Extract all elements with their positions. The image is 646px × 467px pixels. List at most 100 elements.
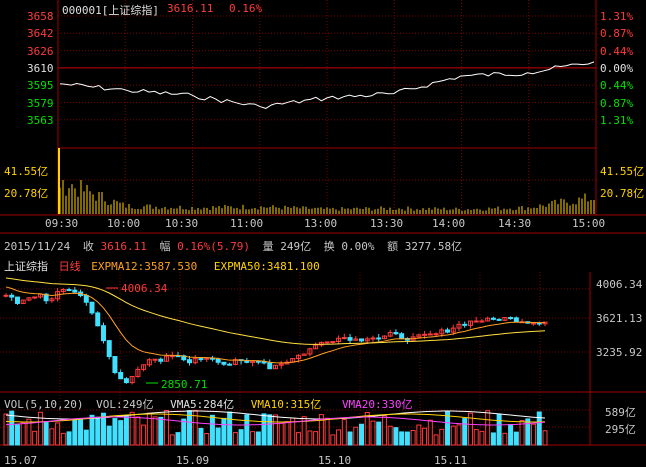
candle-body (376, 337, 382, 340)
volume-bar (20, 421, 26, 446)
candle-body (399, 333, 405, 340)
candle-body (141, 364, 147, 370)
candle-body (273, 364, 278, 370)
volume-bar (209, 414, 215, 446)
volume-bar (381, 415, 387, 446)
vol-current: VOL:249亿 (96, 398, 154, 411)
volume-bar (536, 411, 542, 446)
volume-bar (353, 426, 359, 446)
candle-body (439, 329, 445, 335)
time-label: 10:30 (165, 217, 199, 230)
volume-bar (295, 432, 301, 446)
close-value: 3616.11 (100, 240, 147, 253)
volume-label-low-right: 20.78亿 (600, 187, 645, 200)
volume-bar (313, 431, 319, 446)
volume-bar (359, 423, 365, 446)
time-label: 14:00 (432, 217, 466, 230)
ema50-line (5, 277, 546, 345)
pct-label: 0.44% (600, 79, 634, 93)
candle-body (313, 344, 319, 350)
candle-body (341, 337, 347, 340)
amp-label: 幅 (159, 240, 171, 253)
candle-body (330, 341, 336, 344)
candle-body (158, 358, 164, 362)
candle-body (221, 361, 227, 365)
volume-bar (244, 414, 250, 446)
volume-bar (89, 414, 95, 446)
candle-body (32, 296, 38, 299)
volume-bar (347, 431, 353, 446)
pct-label: 0.00% (600, 61, 634, 75)
candle-body (456, 323, 462, 329)
vma10-label: VMA10:315亿 (250, 398, 322, 411)
volume-bar (376, 421, 382, 446)
close-label: 收 (82, 240, 94, 253)
amount-label: 额 (387, 240, 399, 253)
time-label: 14:30 (498, 217, 532, 230)
volume-bar (250, 431, 256, 446)
candle-body (445, 329, 451, 333)
price-label: 3579 (27, 96, 54, 110)
volume-bar (278, 422, 284, 446)
price-label: 3658 (27, 10, 54, 23)
volume-bar (26, 418, 32, 446)
price-label: 3626 (27, 44, 54, 58)
volume-bar (513, 431, 519, 446)
candle-body (393, 332, 399, 335)
candle-body (186, 359, 192, 364)
volume-bar (141, 424, 147, 446)
vol-label-low: 295亿 (605, 423, 636, 436)
index-price: 3616.11 (167, 2, 214, 15)
pct-label: 1.31% (600, 113, 634, 127)
candle-body (359, 338, 365, 342)
volume-bar (267, 414, 273, 446)
candle-body (318, 341, 324, 346)
price-label: 3642 (27, 27, 54, 41)
volume-bar (32, 430, 38, 446)
volume-bar (427, 419, 433, 446)
info-date: 2015/11/24 (4, 240, 71, 253)
volume-bar (502, 432, 508, 446)
low-annotation: 2850.71 (161, 378, 208, 391)
volume-bar (106, 425, 112, 446)
volume-bar (215, 427, 221, 446)
date-label: 15.09 (176, 454, 210, 467)
volume-bar (169, 434, 175, 446)
volume-bar (72, 418, 78, 446)
candle-body (14, 296, 20, 304)
candle-body (450, 327, 456, 333)
candle-body (215, 358, 221, 363)
candle-body (118, 372, 124, 380)
ema12-label: EXPMA12:3587.530 (91, 260, 198, 273)
kline-index-name: 上证综指 (4, 260, 48, 273)
volume-bar (508, 424, 514, 446)
volume-bar (490, 432, 496, 446)
candle-body (83, 294, 89, 303)
volume-bar (341, 418, 347, 446)
volume-bar (422, 427, 428, 446)
intraday-price-line (59, 61, 595, 109)
candle-body (255, 360, 261, 363)
candle-body (347, 337, 353, 341)
volume-bar (324, 417, 330, 446)
date-label: 15.11 (434, 454, 468, 467)
kline-price-label-mid: 3621.13 (596, 312, 643, 325)
volume-bar (192, 409, 198, 446)
time-label: 10:00 (107, 217, 141, 230)
volume-bar (387, 425, 393, 446)
candle-body (72, 289, 78, 293)
time-label: 09:30 (45, 217, 79, 230)
volume-bar (9, 410, 15, 446)
vma5-label: VMA5:284亿 (170, 398, 235, 411)
candle-body (485, 317, 491, 322)
candle-body (278, 363, 284, 366)
volume-bar (485, 410, 491, 446)
vol-legend: VOL(5,10,20) VOL:249亿 VMA5:284亿 VMA10:31… (4, 396, 413, 412)
kline-price-label-high: 4006.34 (596, 278, 643, 291)
time-label: 13:30 (370, 217, 404, 230)
turnover-label: 换 (323, 240, 335, 253)
volume-bar (364, 411, 370, 446)
candle-body (427, 333, 433, 336)
pct-label: 0.44% (600, 44, 634, 58)
candle-body (353, 338, 359, 341)
